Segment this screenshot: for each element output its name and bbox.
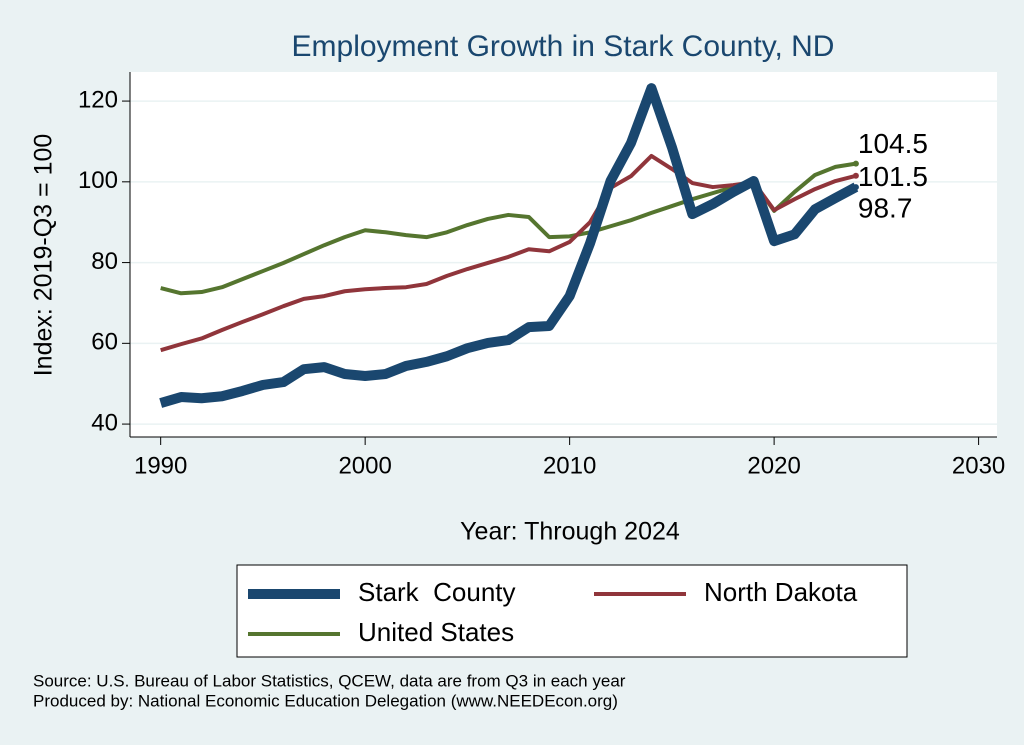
producer-note: Produced by: National Economic Education… [33,691,618,710]
source-note: Source: U.S. Bureau of Labor Statistics,… [33,671,626,690]
series-line [159,83,859,408]
legend-label: United States [358,617,514,647]
y-axis-label: Index: 2019-Q3 = 100 [30,134,58,377]
end-value-label: 98.7 [858,192,913,223]
x-tick-label: 2030 [952,452,1005,479]
y-tick-label: 40 [91,409,118,436]
x-tick-label: 2020 [747,452,800,479]
legend-label: Stark County [358,577,516,607]
chart-title: Employment Growth in Stark County, ND [292,30,835,63]
end-point [852,172,859,179]
x-tick-label: 2000 [338,452,391,479]
x-tick-label: 2010 [543,452,596,479]
y-tick-label: 100 [78,167,118,194]
y-tick-label: 120 [78,86,118,113]
end-point [852,184,859,191]
legend-label: North Dakota [704,577,858,607]
y-tick-label: 80 [91,248,118,275]
end-value-label: 101.5 [858,161,928,192]
end-value-label: 104.5 [858,128,928,159]
legend-box [236,564,908,658]
x-axis-label: Year: Through 2024 [460,518,680,546]
x-tick-label: 1990 [134,452,187,479]
y-tick-label: 60 [91,329,118,356]
end-point [852,160,859,167]
plot-area [130,72,997,437]
